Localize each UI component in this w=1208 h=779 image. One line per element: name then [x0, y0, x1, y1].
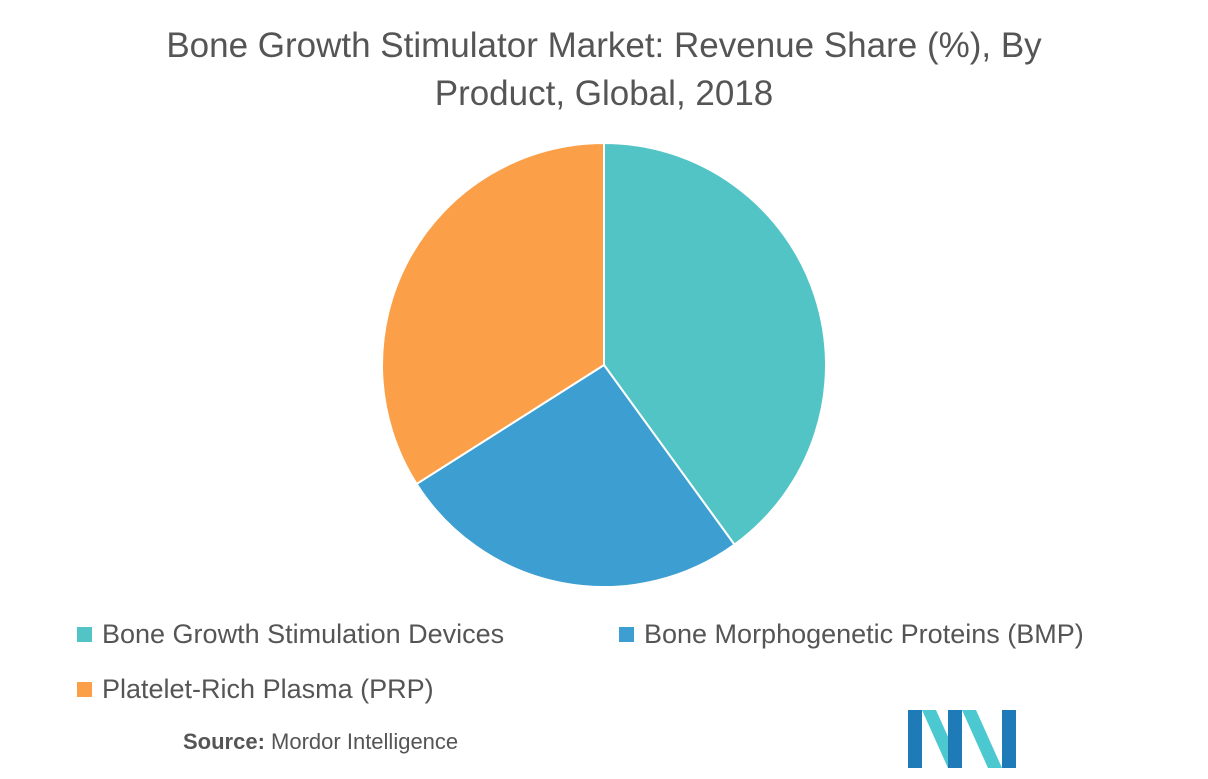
mordor-intelligence-logo: [908, 710, 1016, 768]
logo-middle-bar: [948, 710, 962, 768]
legend-label-prp: Platelet-Rich Plasma (PRP): [102, 674, 434, 704]
source-text: Mordor Intelligence: [271, 729, 459, 754]
legend-swatch-prp: [77, 682, 92, 697]
legend-item-bmp: Bone Morphogenetic Proteins (BMP): [619, 619, 1084, 650]
legend-swatch-bmp: [619, 627, 634, 642]
legend-item-prp: Platelet-Rich Plasma (PRP): [77, 674, 434, 705]
pie-slice-bmp: [415, 363, 736, 588]
chart-title: Bone Growth Stimulator Market: Revenue S…: [0, 22, 1208, 118]
pie-slice-devices: [603, 141, 827, 546]
pie-slice-prp: [381, 141, 605, 486]
chart-title-line-1: Bone Growth Stimulator Market: Revenue S…: [166, 26, 1042, 65]
legend-item-devices: Bone Growth Stimulation Devices: [77, 619, 504, 650]
legend-swatch-devices: [77, 627, 92, 642]
legend-label-devices: Bone Growth Stimulation Devices: [102, 619, 505, 649]
logo-right-diagonal: [962, 710, 1002, 768]
chart-title-line-2: Product, Global, 2018: [434, 74, 774, 113]
logo-left-bar: [908, 710, 922, 768]
source-note: Source: Mordor Intelligence: [183, 729, 458, 755]
source-label: Source:: [183, 729, 265, 754]
legend-label-bmp: Bone Morphogenetic Proteins (BMP): [644, 619, 1084, 649]
logo-right-bar: [1002, 710, 1016, 768]
